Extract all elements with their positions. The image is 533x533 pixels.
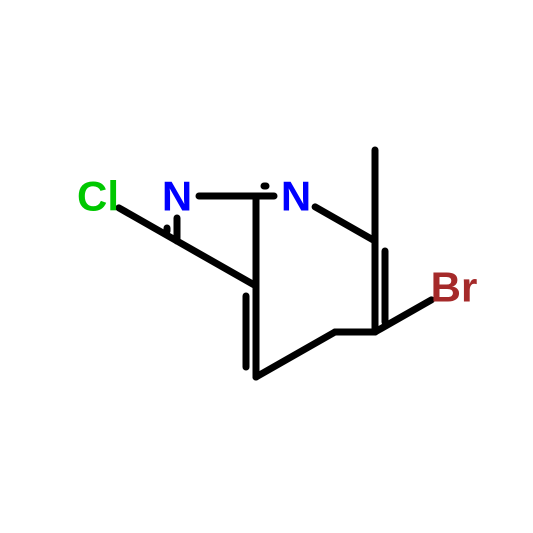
bond bbox=[256, 332, 335, 377]
atom-label-n: N bbox=[162, 173, 192, 220]
atom-label-n: N bbox=[281, 173, 311, 220]
molecule-diagram: Cl N N Br bbox=[0, 0, 533, 533]
atom-label-br: Br bbox=[431, 264, 478, 311]
atom-label-cl: Cl bbox=[77, 173, 119, 220]
bond bbox=[315, 207, 375, 241]
bond bbox=[177, 241, 256, 286]
